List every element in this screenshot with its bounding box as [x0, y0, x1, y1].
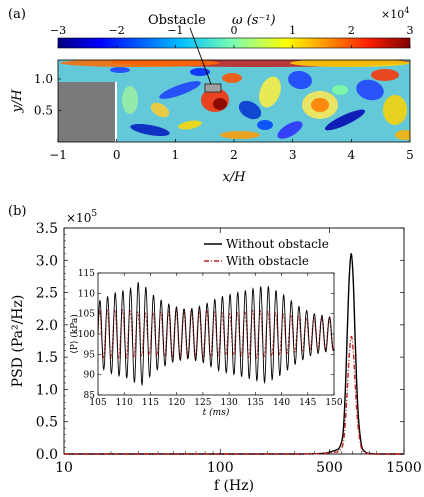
inset-xtick-label: 150	[325, 398, 342, 408]
psd-xlabel: f (Hz)	[214, 478, 254, 494]
psd-ylabel: PSD (Pa²/Hz)	[10, 295, 26, 388]
colorbar-tick-label: −2	[109, 24, 125, 37]
psd-scale-label: ×105	[66, 209, 97, 225]
field-ytick-label: 0.5	[34, 103, 53, 117]
psd-ytick-label: 0.5	[36, 415, 58, 431]
field-xtick-label: 5	[406, 148, 414, 162]
colorbar-tick-label: 2	[348, 24, 355, 37]
vorticity-structure	[259, 76, 281, 108]
psd-line-with-obstacle	[63, 335, 404, 455]
inset-xtick-label: 110	[116, 398, 133, 408]
field-xtick-label: 2	[230, 148, 238, 162]
vorticity-structure	[356, 79, 384, 101]
vorticity-structure	[220, 131, 260, 139]
inset-xtick-label: 140	[273, 398, 290, 408]
inset-chart: 105 110 115 120 125 130 135 140 145 150 85 90 95 100 1…	[69, 269, 343, 418]
vorticity-structure	[288, 70, 312, 90]
inset-xtick-label: 135	[247, 398, 264, 408]
vorticity-structure	[159, 81, 201, 99]
vorticity-structure	[383, 95, 407, 125]
vorticity-structure	[110, 67, 130, 73]
vorticity-structure	[150, 102, 170, 118]
field-xtick-label: 3	[289, 148, 297, 162]
field-ylabel: y/H	[10, 89, 25, 114]
legend-label-with: With obstacle	[226, 254, 309, 268]
colorbar-tick-label: −3	[50, 24, 66, 37]
inset-xtick-label: 145	[299, 398, 316, 408]
vorticity-structure	[222, 73, 242, 83]
vorticity-structure	[178, 120, 202, 130]
vorticity-structure	[238, 100, 262, 120]
inset-xtick-label: 115	[142, 398, 159, 408]
psd-ytick-label: 1.0	[36, 382, 58, 398]
vorticity-structure	[395, 130, 410, 140]
vorticity-structure	[257, 120, 273, 130]
psd-xtick-label: 10	[55, 460, 73, 476]
inset-xtick-label: 125	[194, 398, 211, 408]
field-xtick-label: 0	[113, 148, 121, 162]
vorticity-symbol: ω (s⁻¹)	[232, 13, 276, 28]
inset-ytick-label: 105	[78, 310, 95, 320]
field-ytick-label: 1.0	[34, 72, 53, 86]
colorbar-scale-label: ×104	[381, 6, 409, 21]
psd-ytick-label: 2.0	[36, 318, 58, 334]
vorticity-structure	[213, 98, 227, 110]
inset-ytick-label: 110	[78, 289, 95, 299]
inset-ytick-label: 100	[78, 330, 95, 340]
colorbar-tick-label: −1	[167, 24, 183, 37]
psd-ytick-label: 2.5	[36, 286, 58, 302]
inset-xtick-label: 120	[168, 398, 185, 408]
inset-xtick-label: 130	[221, 398, 238, 408]
psd-chart: 0.0 0.5 1.0 1.5 2.0 2.5 3.0 3.5 10 100 500 1500 ×10…	[10, 209, 422, 494]
inset-ytick-label: 95	[84, 350, 96, 360]
obstacle-label: Obstacle	[148, 13, 206, 28]
vorticity-structure	[324, 109, 366, 131]
inset-xlabel: t (ms)	[203, 407, 230, 418]
psd-ytick-label: 3.0	[36, 253, 58, 269]
vorticity-structure	[277, 121, 303, 139]
vorticity-structure	[60, 60, 220, 67]
inset-line-without-obstacle	[97, 281, 335, 387]
field-xtick-label: 4	[348, 148, 356, 162]
psd-xtick-label: 500	[316, 460, 343, 476]
colorbar-tick-label: 3	[407, 24, 414, 37]
panel-a-label: (a)	[8, 7, 26, 22]
colorbar-tick-label: 0	[231, 24, 238, 37]
inset-xtick-label: 105	[89, 398, 106, 408]
obstacle-arrow	[189, 27, 212, 85]
inset-ylabel: ⟨P⟩ (kPa)	[69, 314, 80, 353]
psd-ytick-label: 3.5	[36, 221, 58, 237]
inset-line-with-obstacle	[97, 308, 335, 360]
vorticity-structure	[130, 123, 170, 137]
psd-xtick-label: 1500	[386, 460, 422, 476]
psd-ytick-label: 1.5	[36, 350, 58, 366]
legend-label-without: Without obstacle	[226, 237, 329, 251]
field-xtick-label: −1	[49, 148, 67, 162]
psd-xtick-label: 100	[207, 460, 234, 476]
psd-ytick-label: 0.0	[36, 447, 58, 463]
obstacle-marker	[204, 83, 222, 93]
step-wall	[58, 82, 116, 142]
vorticity-structure	[371, 69, 399, 81]
legend: Without obstacle With obstacle	[204, 237, 329, 268]
vorticity-structure	[332, 85, 348, 95]
panel-b-label: (b)	[8, 204, 26, 219]
vorticity-structure	[311, 98, 329, 112]
field-axes: −1 0 1 2 3 4 5 0.5 1.0	[34, 72, 414, 162]
inset-ytick-label: 115	[78, 269, 95, 279]
obstacle-annotation: Obstacle ω (s⁻¹)	[148, 13, 276, 85]
vorticity-structure	[190, 68, 210, 76]
field-xlabel: x/H	[222, 170, 246, 185]
field-xtick-label: 1	[172, 148, 180, 162]
vorticity-structure	[122, 86, 138, 114]
colorbar: −3 −2 −1 0 1 2 3 ×104	[50, 6, 414, 49]
vorticity-field	[57, 59, 411, 143]
inset-ytick-label: 90	[84, 371, 96, 381]
colorbar-tick-label: 1	[289, 24, 296, 37]
inset-ytick-label: 85	[84, 391, 96, 401]
vorticity-structure	[290, 60, 410, 67]
